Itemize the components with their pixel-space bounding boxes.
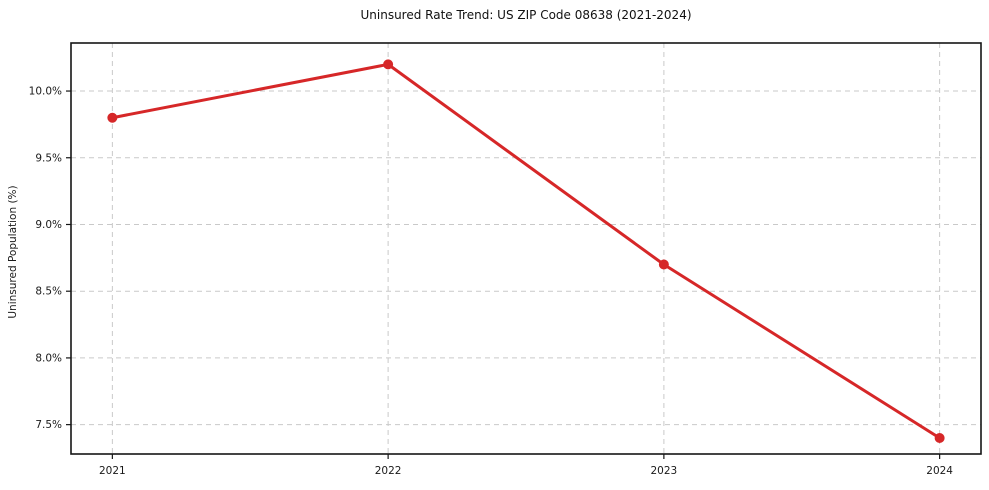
chart-title: Uninsured Rate Trend: US ZIP Code 08638 … xyxy=(360,8,692,22)
y-tick-label: 9.0% xyxy=(35,219,62,231)
y-tick-label: 8.0% xyxy=(35,352,62,364)
x-tick-label: 2024 xyxy=(926,465,953,477)
y-tick-label: 9.5% xyxy=(35,152,62,164)
y-tick-label: 10.0% xyxy=(29,86,62,98)
data-point-marker xyxy=(934,432,945,443)
y-tick-label: 7.5% xyxy=(35,419,62,431)
plot-border xyxy=(70,42,982,455)
data-point-marker xyxy=(107,112,118,123)
data-point-marker xyxy=(383,59,394,70)
x-tick-label: 2022 xyxy=(375,465,402,477)
x-tick-label: 2021 xyxy=(99,465,126,477)
data-point-marker xyxy=(658,259,669,270)
x-tick-label: 2023 xyxy=(651,465,678,477)
trend-line xyxy=(110,62,942,440)
y-tick-label: 8.5% xyxy=(35,286,62,298)
